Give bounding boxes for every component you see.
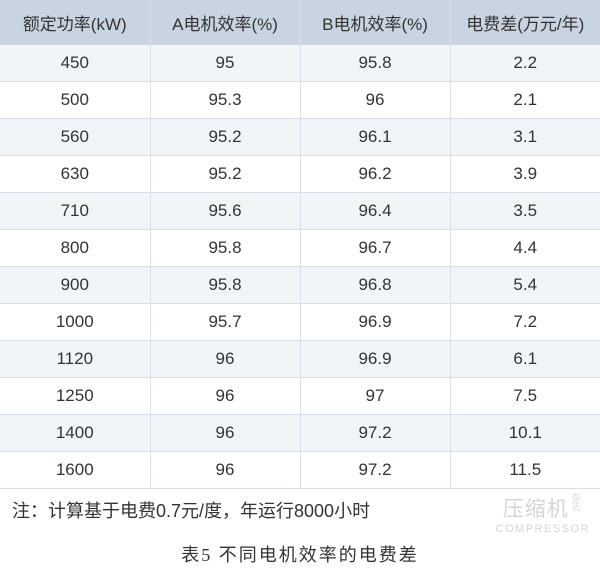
table-caption: 表5 不同电机效率的电费差 (0, 531, 600, 572)
table-row: 11209696.96.1 (0, 341, 600, 378)
table-cell: 96 (150, 378, 300, 415)
table-row: 63095.296.23.9 (0, 156, 600, 193)
col-header-b-eff: B电机效率(%) (300, 0, 450, 45)
table-cell: 96.9 (300, 304, 450, 341)
table-cell: 97 (300, 378, 450, 415)
table-cell: 96 (300, 82, 450, 119)
table-cell: 95.2 (150, 119, 300, 156)
table-cell: 800 (0, 230, 150, 267)
table-row: 4509595.82.2 (0, 45, 600, 82)
table-cell: 2.1 (450, 82, 600, 119)
table-cell: 96.4 (300, 193, 450, 230)
table-cell: 1120 (0, 341, 150, 378)
table-row: 16009697.211.5 (0, 452, 600, 489)
table-cell: 11.5 (450, 452, 600, 489)
table-cell: 3.1 (450, 119, 600, 156)
table-cell: 95.7 (150, 304, 300, 341)
table-cell: 6.1 (450, 341, 600, 378)
table-header-row: 额定功率(kW) A电机效率(%) B电机效率(%) 电费差(万元/年) (0, 0, 600, 45)
table-row: 56095.296.13.1 (0, 119, 600, 156)
table-cell: 96.8 (300, 267, 450, 304)
table-body: 4509595.82.250095.3962.156095.296.13.163… (0, 45, 600, 489)
table-cell: 97.2 (300, 415, 450, 452)
table-cell: 630 (0, 156, 150, 193)
table-cell: 97.2 (300, 452, 450, 489)
table-cell: 7.2 (450, 304, 600, 341)
table-cell: 95.6 (150, 193, 300, 230)
table-cell: 450 (0, 45, 150, 82)
table-cell: 3.5 (450, 193, 600, 230)
table-cell: 1400 (0, 415, 150, 452)
col-header-a-eff: A电机效率(%) (150, 0, 300, 45)
table-cell: 2.2 (450, 45, 600, 82)
table-cell: 95.2 (150, 156, 300, 193)
table-row: 80095.896.74.4 (0, 230, 600, 267)
col-header-power: 额定功率(kW) (0, 0, 150, 45)
table-row: 100095.796.97.2 (0, 304, 600, 341)
col-header-cost-diff: 电费差(万元/年) (450, 0, 600, 45)
table-cell: 7.5 (450, 378, 600, 415)
table-cell: 95 (150, 45, 300, 82)
table-row: 125096977.5 (0, 378, 600, 415)
table-cell: 560 (0, 119, 150, 156)
table-cell: 96 (150, 452, 300, 489)
table-cell: 3.9 (450, 156, 600, 193)
table-cell: 4.4 (450, 230, 600, 267)
table-cell: 1000 (0, 304, 150, 341)
table-cell: 96.7 (300, 230, 450, 267)
table-cell: 1250 (0, 378, 150, 415)
table-cell: 500 (0, 82, 150, 119)
footnote: 注：计算基于电费0.7元/度，年运行8000小时 (0, 489, 600, 531)
table-cell: 95.8 (150, 267, 300, 304)
table-cell: 1600 (0, 452, 150, 489)
table-cell: 95.8 (150, 230, 300, 267)
table-cell: 96.2 (300, 156, 450, 193)
table-cell: 96 (150, 415, 300, 452)
table-container: 额定功率(kW) A电机效率(%) B电机效率(%) 电费差(万元/年) 450… (0, 0, 600, 572)
table-cell: 5.4 (450, 267, 600, 304)
table-cell: 95.3 (150, 82, 300, 119)
table-row: 14009697.210.1 (0, 415, 600, 452)
table-cell: 96 (150, 341, 300, 378)
table-cell: 95.8 (300, 45, 450, 82)
table-row: 71095.696.43.5 (0, 193, 600, 230)
table-cell: 710 (0, 193, 150, 230)
table-cell: 10.1 (450, 415, 600, 452)
table-cell: 96.9 (300, 341, 450, 378)
table-cell: 900 (0, 267, 150, 304)
efficiency-table: 额定功率(kW) A电机效率(%) B电机效率(%) 电费差(万元/年) 450… (0, 0, 600, 489)
table-row: 90095.896.85.4 (0, 267, 600, 304)
table-row: 50095.3962.1 (0, 82, 600, 119)
table-cell: 96.1 (300, 119, 450, 156)
